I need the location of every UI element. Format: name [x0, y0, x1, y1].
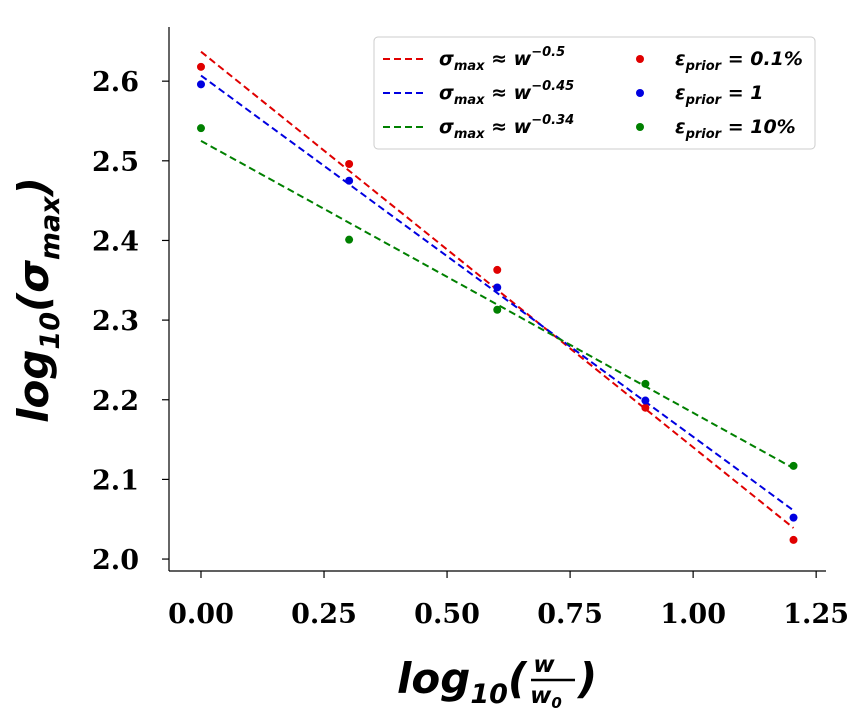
legend-fit-label: σmax ≈ w−0.5 — [439, 45, 565, 74]
data-point-s0-3 — [641, 403, 650, 412]
legend-point-label: εprior = 0.1% — [675, 48, 803, 74]
legend-point-entries: εprior = 0.1% εprior = 1 εprior = 10% — [636, 48, 803, 142]
data-point-s0-2 — [493, 265, 502, 274]
legend-fit-label: σmax ≈ w−0.34 — [439, 113, 574, 142]
legend-point-label: εprior = 10% — [675, 116, 796, 142]
legend-fit-label: σmax ≈ w−0.45 — [439, 79, 574, 108]
data-point-s1-1 — [345, 176, 354, 185]
y-tick-label: 2.4 — [92, 226, 139, 257]
legend-frame — [373, 36, 816, 150]
y-axis-label: log10(σmax) — [9, 177, 66, 423]
y-tick-label: 2.0 — [92, 545, 139, 576]
y-tick-label: 2.3 — [92, 306, 139, 337]
data-point-s2-4 — [789, 461, 798, 470]
legend-point-swatch — [636, 89, 644, 97]
data-point-s0-1 — [345, 159, 354, 168]
x-tick-label: 1.00 — [660, 599, 726, 630]
svg-text:log10(: log10( — [397, 654, 528, 710]
x-tick-label: 1.25 — [783, 599, 849, 630]
fit-line-2 — [200, 140, 795, 470]
x-tick-label: 0.00 — [168, 599, 234, 630]
x-ticks: 0.00 0.25 0.50 0.75 1.00 1.25 — [168, 571, 849, 630]
data-point-s1-2 — [493, 283, 502, 292]
x-axis-label: log10( w w0 ) — [397, 652, 597, 712]
data-point-s2-1 — [345, 235, 354, 244]
y-tick-label: 2.2 — [92, 386, 139, 417]
legend-point-swatch — [636, 123, 644, 131]
legend: σmax ≈ w−0.5 σmax ≈ w−0.45 σmax ≈ w−0.34 ε… — [373, 36, 816, 150]
data-point-s0-4 — [789, 535, 798, 544]
data-point-s2-3 — [641, 379, 650, 388]
x-tick-label: 0.25 — [291, 599, 357, 630]
legend-fit-entries: σmax ≈ w−0.5 σmax ≈ w−0.45 σmax ≈ w−0.34 — [383, 45, 574, 142]
fit-line-1 — [200, 74, 795, 512]
data-point-s1-4 — [789, 513, 798, 522]
svg-text:): ) — [576, 654, 597, 703]
data-point-s1-3 — [641, 396, 650, 405]
y-tick-label: 2.6 — [92, 67, 139, 98]
x-tick-label: 0.50 — [414, 599, 480, 630]
data-point-s1-0 — [196, 80, 205, 89]
y-tick-label: 2.1 — [92, 465, 139, 496]
x-tick-label: 0.75 — [537, 599, 603, 630]
data-point-s2-0 — [196, 124, 205, 133]
data-point-s2-2 — [493, 305, 502, 314]
legend-point-swatch — [636, 55, 644, 63]
data-point-s0-0 — [196, 62, 205, 71]
y-tick-label: 2.5 — [92, 147, 139, 178]
x-label-numerator: w — [533, 652, 555, 678]
x-label-denominator: w0 — [530, 683, 562, 712]
legend-point-label: εprior = 1 — [675, 82, 763, 108]
y-ticks: 2.0 2.1 2.2 2.3 2.4 2.5 2.6 — [92, 67, 169, 576]
data-points — [196, 62, 798, 544]
